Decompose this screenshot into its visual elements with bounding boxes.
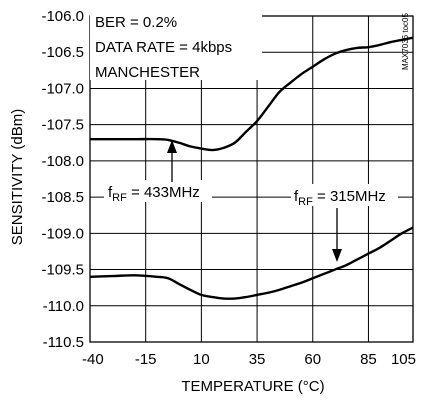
y-axis-title: SENSITIVITY (dBm) <box>9 109 26 245</box>
y-tick-label: -108.5 <box>41 189 84 206</box>
label-433mhz: fRF = 433MHz <box>108 184 200 204</box>
x-tick-label: 60 <box>304 351 321 368</box>
y-tick-label: -106.0 <box>41 8 84 25</box>
series-line-433mhz <box>90 36 414 152</box>
y-tick-label: -109.5 <box>41 262 84 279</box>
y-tick-labels: -106.0 -106.5 -107.0 -107.5 -108.0 -108.5 -109… <box>41 8 84 351</box>
y-tick-label: -108.0 <box>41 153 84 170</box>
y-tick-label: -107.0 <box>41 80 84 97</box>
x-tick-label: 10 <box>193 351 210 368</box>
x-tick-label: 35 <box>249 351 266 368</box>
arrow-433 <box>167 140 177 182</box>
x-tick-label: 105 <box>391 351 416 368</box>
x-tick-label: 85 <box>360 351 377 368</box>
series-layer <box>89 36 414 300</box>
arrow-315 <box>332 208 342 262</box>
x-tick-label: -15 <box>135 351 157 368</box>
y-tick-label: -106.5 <box>41 44 84 61</box>
x-tick-labels: -40 -15 10 35 60 85 105 <box>82 351 416 368</box>
label-433-bg <box>104 180 212 202</box>
y-tick-label: -107.5 <box>41 117 84 134</box>
y-tick-label: -109.0 <box>41 225 84 242</box>
series-line-315mhz <box>89 226 414 300</box>
conditions-box <box>90 8 262 80</box>
label-315mhz: fRF = 315MHz <box>294 188 386 208</box>
condition-ber: BER = 0.2% <box>95 14 177 31</box>
y-tick-label: -110.0 <box>43 298 84 315</box>
watermark-label: MAX7036 toc05 <box>401 13 410 70</box>
x-tick-label: -40 <box>82 351 104 368</box>
condition-encoding: MANCHESTER <box>95 64 200 81</box>
x-axis-title: TEMPERATURE (°C) <box>181 378 324 395</box>
label-315-bg <box>291 184 398 206</box>
condition-data-rate: DATA RATE = 4kbps <box>95 39 232 56</box>
y-tick-label: -110.5 <box>43 334 84 351</box>
